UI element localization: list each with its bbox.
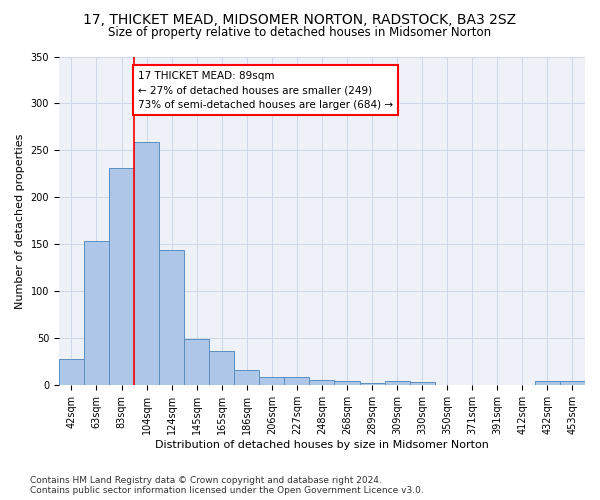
Bar	[59, 359, 84, 385]
Bar	[159, 250, 184, 385]
Text: Size of property relative to detached houses in Midsomer Norton: Size of property relative to detached ho…	[109, 26, 491, 39]
Y-axis label: Number of detached properties: Number of detached properties	[15, 133, 25, 308]
Text: 17 THICKET MEAD: 89sqm
← 27% of detached houses are smaller (249)
73% of semi-de: 17 THICKET MEAD: 89sqm ← 27% of detached…	[138, 70, 393, 110]
Bar	[109, 168, 134, 385]
Bar	[535, 380, 560, 385]
Bar	[84, 240, 109, 385]
Bar	[560, 380, 585, 385]
Bar	[385, 380, 410, 385]
Bar	[359, 384, 385, 385]
Bar	[334, 380, 359, 385]
Bar	[134, 142, 159, 385]
X-axis label: Distribution of detached houses by size in Midsomer Norton: Distribution of detached houses by size …	[155, 440, 489, 450]
Bar	[284, 377, 310, 385]
Bar	[310, 380, 334, 385]
Bar	[184, 339, 209, 385]
Bar	[209, 352, 234, 385]
Text: Contains HM Land Registry data © Crown copyright and database right 2024.
Contai: Contains HM Land Registry data © Crown c…	[30, 476, 424, 495]
Text: 17, THICKET MEAD, MIDSOMER NORTON, RADSTOCK, BA3 2SZ: 17, THICKET MEAD, MIDSOMER NORTON, RADST…	[83, 12, 517, 26]
Bar	[259, 377, 284, 385]
Bar	[234, 370, 259, 385]
Bar	[410, 382, 434, 385]
